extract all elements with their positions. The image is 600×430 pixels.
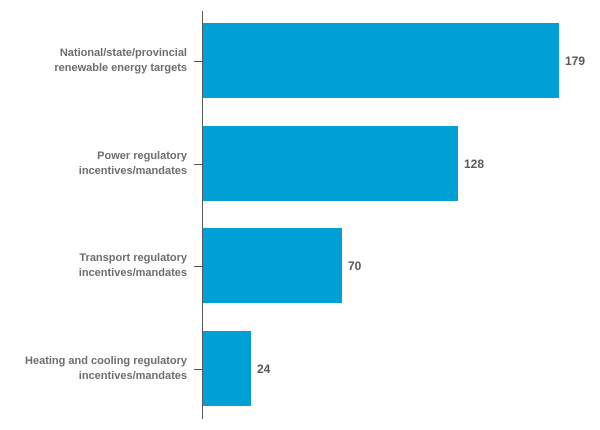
bar bbox=[203, 228, 342, 303]
axis-tick bbox=[194, 60, 202, 62]
bar-row: National/state/provincial renewable ener… bbox=[0, 23, 600, 98]
value-label: 179 bbox=[565, 53, 586, 68]
bar bbox=[203, 126, 458, 201]
category-label: Heating and cooling regulatory incentive… bbox=[25, 354, 187, 382]
value-label: 128 bbox=[464, 156, 485, 171]
bar bbox=[203, 23, 559, 98]
bar bbox=[203, 331, 251, 406]
value-label: 70 bbox=[348, 258, 362, 273]
bar-row: Transport regulatory incentives/mandates… bbox=[0, 228, 600, 303]
category-label: Transport regulatory incentives/mandates bbox=[78, 251, 187, 279]
axis-tick bbox=[194, 163, 202, 165]
axis-tick bbox=[194, 368, 202, 370]
y-axis-line bbox=[202, 11, 203, 419]
bar-row: Power regulatory incentives/mandates 128 bbox=[0, 126, 600, 201]
category-label: National/state/provincial renewable ener… bbox=[54, 46, 187, 74]
value-label: 24 bbox=[257, 361, 271, 376]
axis-tick bbox=[194, 265, 202, 267]
bar-row: Heating and cooling regulatory incentive… bbox=[0, 331, 600, 406]
category-label: Power regulatory incentives/mandates bbox=[78, 149, 187, 177]
